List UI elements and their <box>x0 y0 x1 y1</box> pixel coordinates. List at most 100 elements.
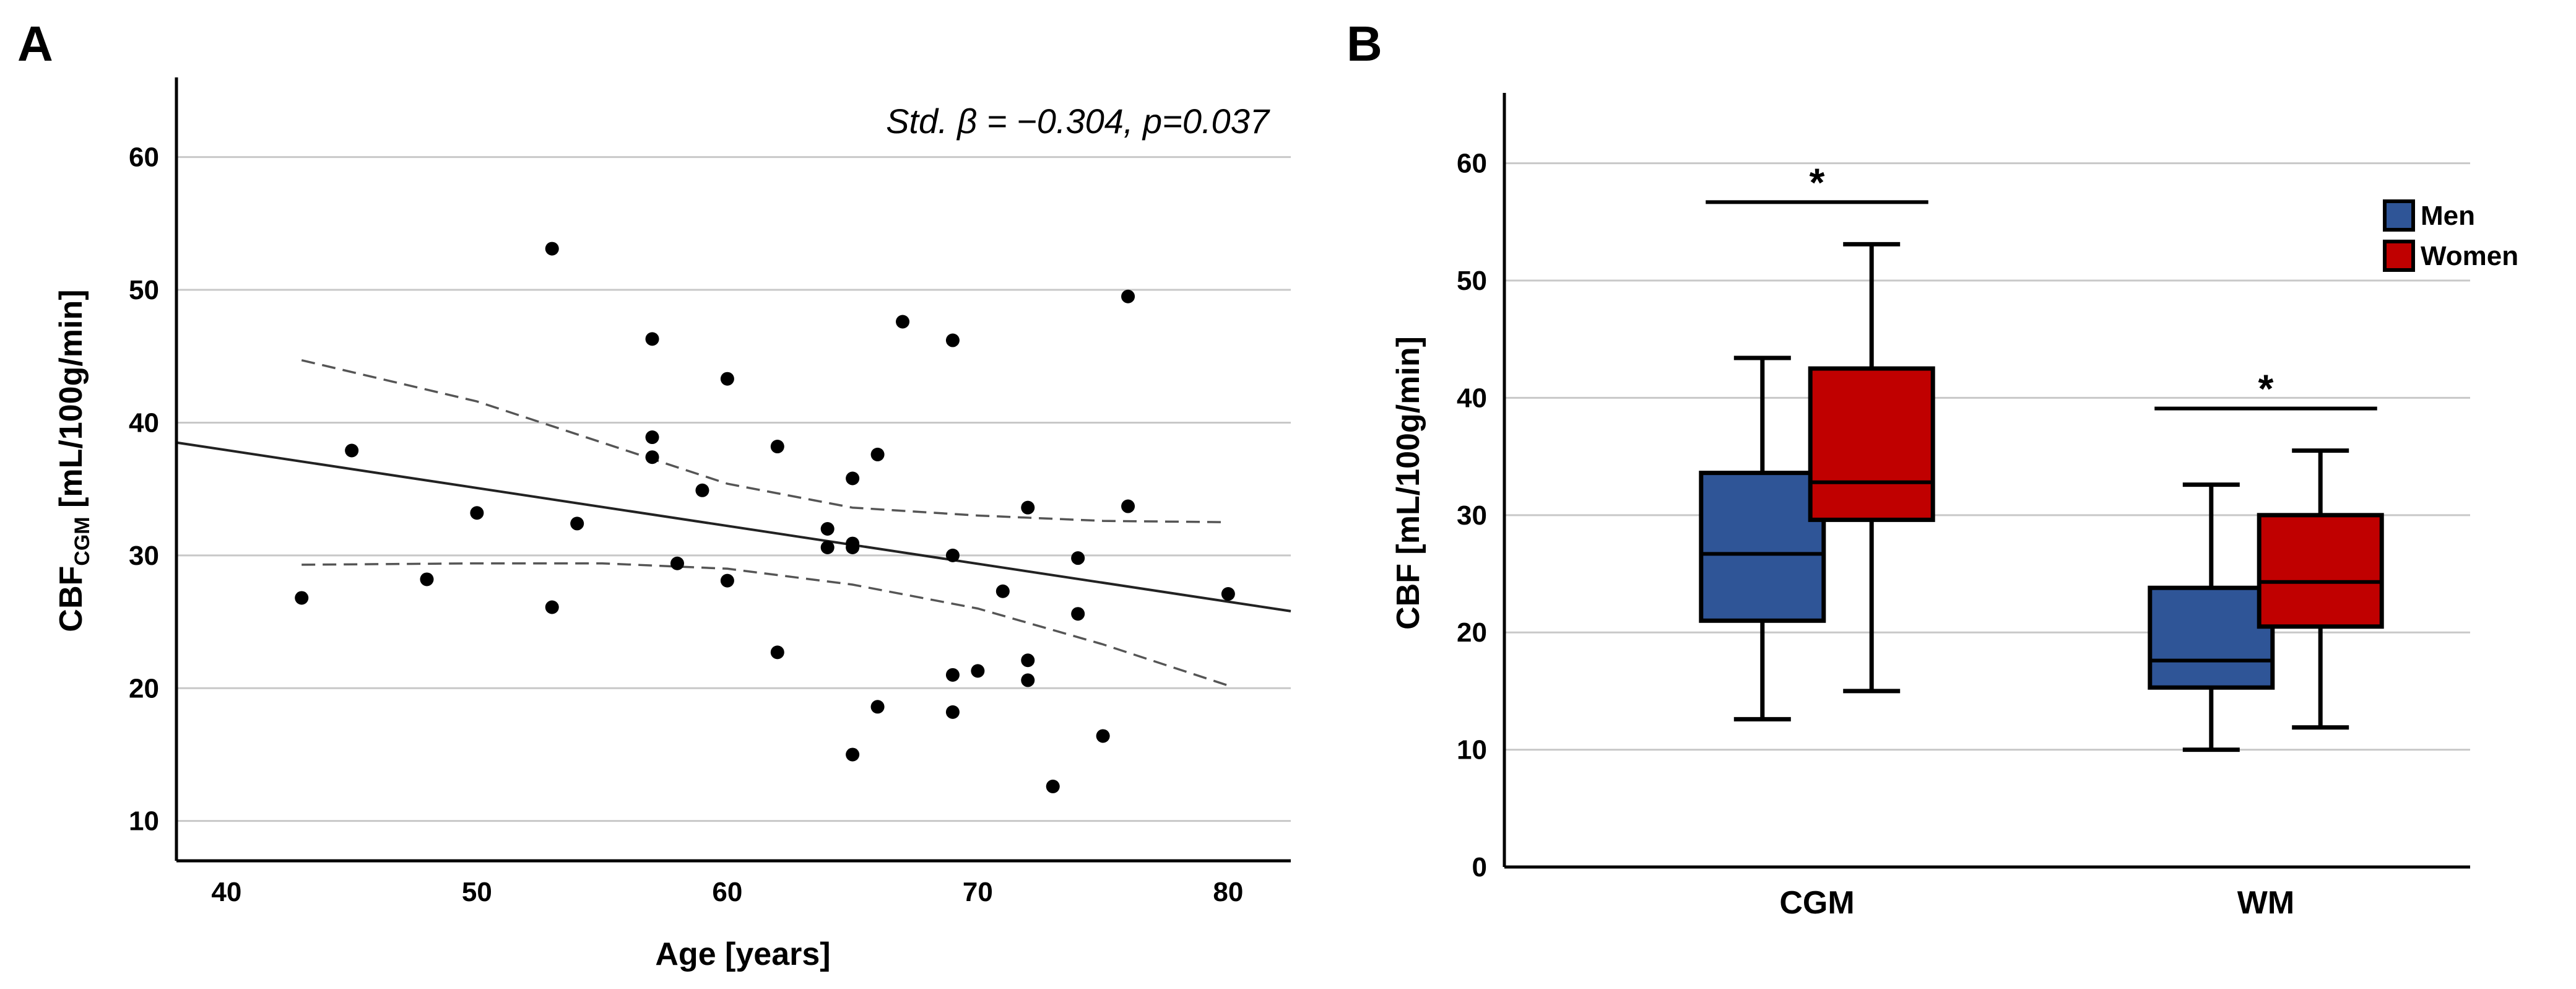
data-point-6 <box>570 516 584 531</box>
data-point-33 <box>1021 673 1035 687</box>
data-point-16 <box>820 521 835 536</box>
y-tick-label-10: 10 <box>129 806 159 837</box>
data-point-14 <box>770 440 784 454</box>
legend-label-women: Women <box>2421 241 2518 271</box>
data-point-31 <box>1021 500 1035 515</box>
y-tick-label-50: 50 <box>129 275 159 305</box>
data-point-4 <box>545 242 559 256</box>
data-point-0 <box>295 591 309 605</box>
x-tick-label-40: 40 <box>211 877 241 907</box>
box-women-cgm <box>1808 242 1935 694</box>
data-point-40 <box>1221 587 1235 601</box>
panel-a-confidence-band <box>301 359 1229 687</box>
legend-label-men: Men <box>2421 201 2475 231</box>
box-men-cgm <box>1699 355 1826 721</box>
regression-line <box>176 441 1291 612</box>
data-point-17 <box>820 541 835 554</box>
data-point-23 <box>870 700 885 714</box>
data-point-2 <box>420 572 434 586</box>
data-point-13 <box>720 573 734 588</box>
legend-swatch-women <box>2383 240 2415 272</box>
y-tick-label-50: 50 <box>1457 266 1487 296</box>
data-point-1 <box>345 443 359 458</box>
y-label-main: CBF <box>53 566 89 632</box>
panel-a-y-ticks: 10 20 30 40 50 60 <box>129 142 159 837</box>
category-label-wm: WM <box>2237 885 2294 921</box>
data-point-8 <box>645 430 659 445</box>
data-point-29 <box>971 664 985 678</box>
panel-b-boxes <box>1699 242 2384 752</box>
significance-star-cgm: * <box>1810 160 1825 204</box>
legend-swatch-men <box>2383 199 2415 232</box>
data-point-10 <box>670 556 684 570</box>
panel-a-letter: A <box>17 16 53 71</box>
data-point-30 <box>995 584 1010 598</box>
y-tick-label-30: 30 <box>129 541 159 571</box>
panel-b-legend: Men Women <box>2383 199 2518 272</box>
iqr-box <box>1699 471 1826 623</box>
data-point-15 <box>770 645 784 660</box>
data-point-34 <box>1046 779 1060 793</box>
panel-b-axes <box>1503 93 2470 869</box>
data-point-37 <box>1096 729 1110 743</box>
x-tick-label-80: 80 <box>1213 877 1243 907</box>
iqr-box <box>1808 366 1935 522</box>
y-tick-label-60: 60 <box>1457 149 1487 179</box>
data-point-32 <box>1021 653 1035 668</box>
panel-a-y-axis-title: CBFCGM [mL/100g/min] <box>53 289 94 632</box>
data-point-12 <box>720 372 734 386</box>
x-tick-label-70: 70 <box>963 877 993 907</box>
data-point-27 <box>945 668 960 682</box>
x-tick-label-60: 60 <box>712 877 742 907</box>
ci-lower-line <box>301 562 1229 687</box>
panel-a-x-axis-title: Age [years] <box>655 936 830 972</box>
data-point-21 <box>846 747 860 762</box>
significance-star-wm: * <box>2258 367 2274 411</box>
y-label-sub: CGM <box>71 516 94 565</box>
y-tick-label-0: 0 <box>1472 852 1487 882</box>
panel-a-regression <box>176 441 1291 612</box>
panel-b-category-labels: CGM WM <box>1779 885 2294 921</box>
ci-upper-line <box>301 359 1228 524</box>
data-point-9 <box>645 450 659 464</box>
panel-b-significance: ** <box>1706 160 2377 411</box>
panel-b-gridlines <box>1504 162 2470 751</box>
y-tick-label-20: 20 <box>129 673 159 704</box>
data-point-20 <box>846 541 860 554</box>
box-women-wm <box>2257 448 2384 730</box>
y-tick-label-40: 40 <box>129 407 159 438</box>
data-point-3 <box>470 506 484 520</box>
panel-b-y-axis-title: CBF [mL/100g/min] <box>1390 336 1426 630</box>
data-point-24 <box>896 315 910 329</box>
panel-a-axes <box>175 77 1291 863</box>
data-point-38 <box>1121 289 1135 303</box>
panel-a-stats-annotation: Std. β = −0.304, p=0.037 <box>886 102 1270 141</box>
y-tick-label-40: 40 <box>1457 383 1487 413</box>
iqr-box <box>2257 513 2384 629</box>
panel-b-y-ticks: 0 10 20 30 40 50 60 <box>1457 149 1487 882</box>
data-point-36 <box>1071 607 1085 621</box>
iqr-box <box>2148 585 2275 690</box>
panel-a-gridlines <box>176 156 1291 822</box>
panel-a-points <box>295 242 1235 793</box>
data-point-35 <box>1071 551 1085 565</box>
y-tick-label-20: 20 <box>1457 617 1487 648</box>
box-men-wm <box>2148 482 2275 752</box>
y-label-rest: [mL/100g/min] <box>53 289 89 516</box>
data-point-26 <box>945 548 960 562</box>
y-tick-label-10: 10 <box>1457 735 1487 765</box>
data-point-28 <box>945 705 960 719</box>
data-point-22 <box>870 447 885 461</box>
data-point-39 <box>1121 499 1135 513</box>
panel-a: A 40 50 60 70 80 10 20 30 40 50 60 Std. β = −0.30… <box>17 16 1291 972</box>
data-point-11 <box>695 483 709 497</box>
data-point-5 <box>545 600 559 614</box>
category-label-cgm: CGM <box>1779 885 1854 921</box>
y-tick-label-60: 60 <box>129 142 159 173</box>
data-point-7 <box>645 332 659 346</box>
panel-b-letter: B <box>1347 16 1382 71</box>
panel-a-x-ticks: 40 50 60 70 80 <box>211 877 1243 907</box>
